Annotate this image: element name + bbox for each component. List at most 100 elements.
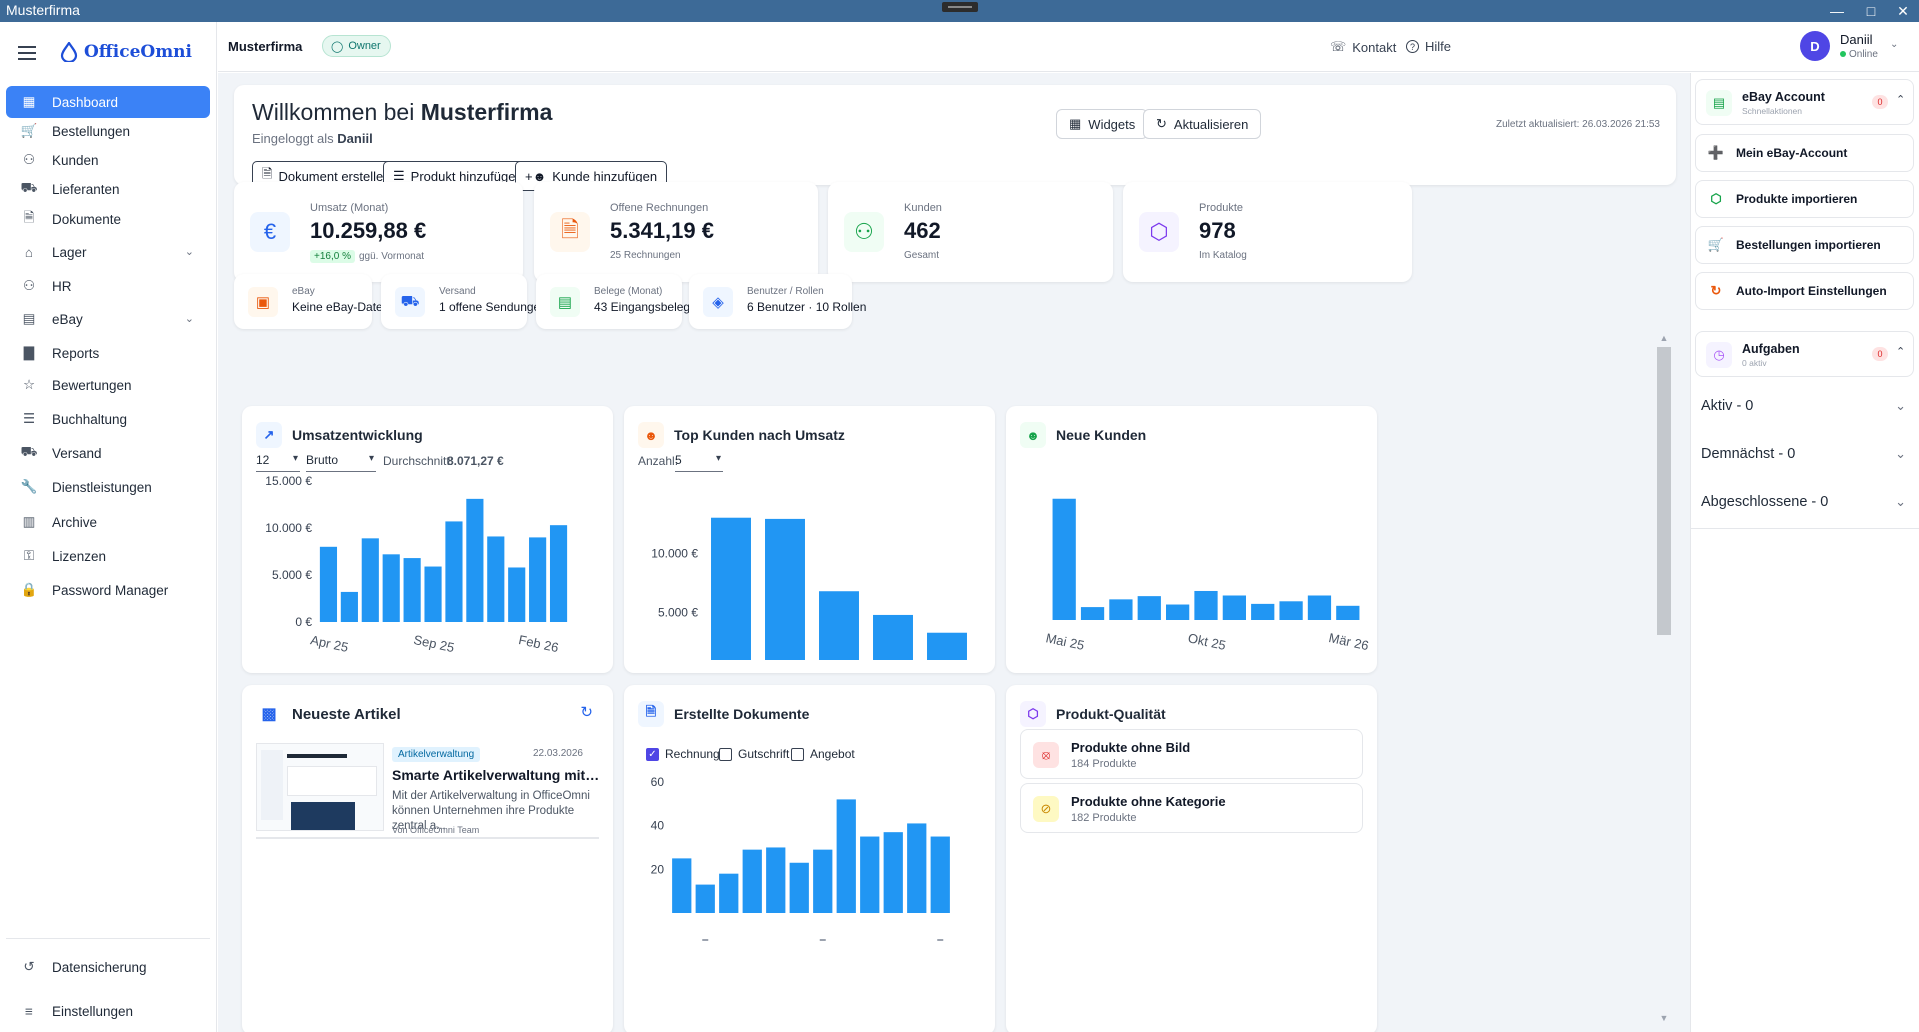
chevron-down-icon[interactable]: ⌄ bbox=[1895, 446, 1906, 461]
ebay-action-2[interactable]: ⬡ Produkte importieren bbox=[1695, 180, 1914, 218]
refresh-label: Aktualisieren bbox=[1173, 116, 1249, 132]
shield-icon: ◈ bbox=[703, 287, 733, 317]
sidebar-item-dienstleistungen[interactable]: 🔧 Dienstleistungen bbox=[6, 471, 210, 503]
sidebar-item-einstellungen[interactable]: ≡ Einstellungen bbox=[6, 995, 210, 1027]
ebay-action-label: Bestellungen importieren bbox=[1736, 238, 1881, 252]
welcome-card: Willkommen bei Musterfirma Eingeloggt al… bbox=[234, 85, 1676, 191]
mini-stat-card[interactable]: ⛟ Versand 1 offene Sendungen bbox=[381, 274, 547, 329]
cart-icon: 🛒 bbox=[1707, 237, 1725, 252]
sidebar-item-versand[interactable]: ⛟ Versand bbox=[6, 437, 210, 469]
mini-stat-value: 6 Benutzer · 10 Rollen bbox=[747, 300, 867, 314]
sidebar-item-label: Einstellungen bbox=[52, 1003, 134, 1019]
mode-select[interactable]: Brutto bbox=[306, 450, 376, 472]
chevron-down-icon[interactable]: ⌄ bbox=[1895, 494, 1906, 509]
filter-rechnung[interactable]: ✓ Rechnung bbox=[646, 747, 720, 761]
bar bbox=[361, 538, 379, 622]
person-add-icon: ☻ bbox=[1020, 422, 1046, 448]
sidebar-item-kunden[interactable]: ⚇ Kunden bbox=[6, 144, 210, 176]
close-window-button[interactable]: ✕ bbox=[1897, 3, 1909, 19]
sidebar-item-password-manager[interactable]: 🔒 Password Manager bbox=[6, 574, 210, 606]
y-tick-label: 60 bbox=[651, 775, 665, 789]
checkbox-icon[interactable]: ✓ bbox=[646, 747, 659, 761]
chevron-down-icon[interactable]: ⌄ bbox=[1890, 39, 1899, 50]
avatar[interactable]: D bbox=[1800, 31, 1830, 61]
refresh-button[interactable]: ↻ Aktualisieren bbox=[1143, 109, 1262, 139]
average-label: Durchschnitt: bbox=[383, 454, 454, 468]
checkbox-icon[interactable] bbox=[791, 747, 804, 761]
sidebar-item-buchhaltung[interactable]: ☰ Buchhaltung bbox=[6, 403, 210, 435]
user-name[interactable]: Daniil bbox=[1840, 32, 1873, 47]
filter-gutschrift[interactable]: Gutschrift bbox=[719, 747, 789, 761]
sidebar-item-dokumente[interactable]: 🗎 Dokumente bbox=[6, 203, 210, 235]
mini-stat-card[interactable]: ◈ Benutzer / Rollen 6 Benutzer · 10 Rollen bbox=[689, 274, 866, 329]
widget-header: ☻ Top Kunden nach Umsatz bbox=[638, 422, 845, 448]
ebay-action-3[interactable]: 🛒 Bestellungen importieren bbox=[1695, 226, 1914, 264]
sidebar-item-ebay[interactable]: ▤ eBay ⌄ bbox=[6, 303, 210, 335]
sidebar-item-archive[interactable]: ▥ Archive bbox=[6, 506, 210, 538]
months-select[interactable]: 12 bbox=[256, 450, 300, 472]
contact-link[interactable]: ☏ Kontakt bbox=[1330, 39, 1396, 55]
sidebar-item-datensicherung[interactable]: ↺ Datensicherung bbox=[6, 951, 210, 983]
widgets-button[interactable]: ▦ Widgets bbox=[1056, 109, 1149, 139]
right-panel: ▤ eBay Account Schnellaktionen 0 ⌃ ◷ Auf… bbox=[1690, 73, 1919, 1032]
mini-stat-card[interactable]: ▤ Belege (Monat) 43 Eingangsbelege bbox=[536, 274, 697, 329]
sidebar-item-lager[interactable]: ⌂ Lager ⌄ bbox=[6, 236, 210, 268]
widgets-label: Widgets bbox=[1088, 116, 1136, 132]
tasks-header[interactable]: ◷ Aufgaben 0 aktiv 0 ⌃ bbox=[1695, 331, 1914, 377]
quality-item-title: Produkte ohne Kategorie bbox=[1071, 794, 1226, 809]
sidebar-item-hr[interactable]: ⚇ HR bbox=[6, 270, 210, 302]
scroll-up-arrow[interactable]: ▲ bbox=[1659, 333, 1669, 343]
filter-angebot[interactable]: Angebot bbox=[791, 747, 855, 761]
article-thumbnail[interactable] bbox=[256, 743, 384, 831]
sidebar-item-label: eBay bbox=[52, 311, 83, 327]
kpi-card[interactable]: ⬡ Produkte 978 Im Katalog bbox=[1123, 182, 1412, 282]
article-date: 22.03.2026 bbox=[532, 748, 583, 759]
article-title[interactable]: Smarte Artikelverwaltung mit KI in Of... bbox=[392, 767, 602, 783]
chevron-down-icon[interactable]: ⌄ bbox=[184, 246, 194, 258]
sidebar-item-bestellungen[interactable]: 🛒 Bestellungen bbox=[6, 115, 210, 147]
help-link[interactable]: ? Hilfe bbox=[1406, 39, 1451, 54]
minimize-button[interactable]: — bbox=[1830, 3, 1844, 19]
truck-icon: ⛟ bbox=[395, 287, 425, 317]
task-group[interactable]: Aktiv - 0 ⌄ bbox=[1691, 383, 1919, 431]
person-add-icon: ➕ bbox=[1707, 145, 1725, 160]
task-group[interactable]: Demnächst - 0 ⌄ bbox=[1691, 431, 1919, 479]
ebay-action-1[interactable]: ➕ Mein eBay-Account bbox=[1695, 134, 1914, 172]
main-scrollbar[interactable]: ▲ ▼ bbox=[1655, 333, 1673, 1026]
chevron-down-icon[interactable]: ⌄ bbox=[184, 313, 194, 325]
y-tick-label: 5.000 € bbox=[658, 606, 698, 620]
drag-handle[interactable] bbox=[942, 2, 978, 12]
mini-stat-card[interactable]: ▣ eBay Keine eBay-Daten bbox=[234, 274, 389, 329]
task-group[interactable]: Abgeschlossene - 0 ⌄ bbox=[1691, 479, 1919, 527]
chevron-up-icon[interactable]: ⌃ bbox=[1896, 346, 1906, 358]
kpi-card[interactable]: € Umsatz (Monat) 10.259,88 € +16,0 % ggü. Vo… bbox=[234, 182, 523, 282]
ebay-account-header[interactable]: ▤ eBay Account Schnellaktionen 0 ⌃ bbox=[1695, 79, 1914, 125]
quality-item[interactable]: ⊘ Produkte ohne Kategorie 182 Produkte bbox=[1020, 783, 1363, 833]
quality-item[interactable]: ⦻ Produkte ohne Bild 184 Produkte bbox=[1020, 729, 1363, 779]
menu-icon[interactable] bbox=[18, 46, 36, 60]
maximize-button[interactable]: □ bbox=[1866, 3, 1876, 19]
widget-title: Neue Kunden bbox=[1056, 427, 1147, 443]
sidebar-item-dashboard[interactable]: ▦ Dashboard bbox=[6, 86, 210, 118]
sidebar-item-lizenzen[interactable]: ⚿ Lizenzen bbox=[6, 540, 210, 572]
sidebar-item-lieferanten[interactable]: ⛟ Lieferanten bbox=[6, 173, 210, 205]
scroll-down-arrow[interactable]: ▼ bbox=[1659, 1013, 1669, 1023]
kpi-card[interactable]: 🗎 Offene Rechnungen 5.341,19 € 25 Rechnunge… bbox=[534, 182, 818, 282]
widgets-icon: ▦ bbox=[1069, 116, 1082, 131]
checkbox-icon[interactable] bbox=[719, 747, 732, 761]
count-select[interactable]: 5 bbox=[675, 450, 723, 472]
document-icon: 🗎 bbox=[638, 701, 664, 727]
chevron-down-icon[interactable]: ⌄ bbox=[1895, 398, 1906, 413]
ebay-action-4[interactable]: ↻ Auto-Import Einstellungen bbox=[1695, 272, 1914, 310]
chevron-up-icon[interactable]: ⌃ bbox=[1896, 94, 1906, 106]
scrollbar-thumb[interactable] bbox=[1657, 347, 1671, 635]
sidebar-item-bewertungen[interactable]: ☆ Bewertungen bbox=[6, 369, 210, 401]
task-group-label: Demnächst - 0 bbox=[1701, 446, 1796, 462]
kpi-sub-label: Gesamt bbox=[904, 250, 940, 261]
kpi-label: Kunden bbox=[904, 202, 942, 214]
sliders-icon: ≡ bbox=[25, 1003, 33, 1019]
kpi-card[interactable]: ⚇ Kunden 462 Gesamt bbox=[828, 182, 1113, 282]
store-icon: ▤ bbox=[1706, 90, 1732, 116]
sidebar-item-reports[interactable]: ▇ Reports bbox=[6, 337, 210, 369]
refresh-icon[interactable]: ↻ bbox=[580, 704, 593, 721]
